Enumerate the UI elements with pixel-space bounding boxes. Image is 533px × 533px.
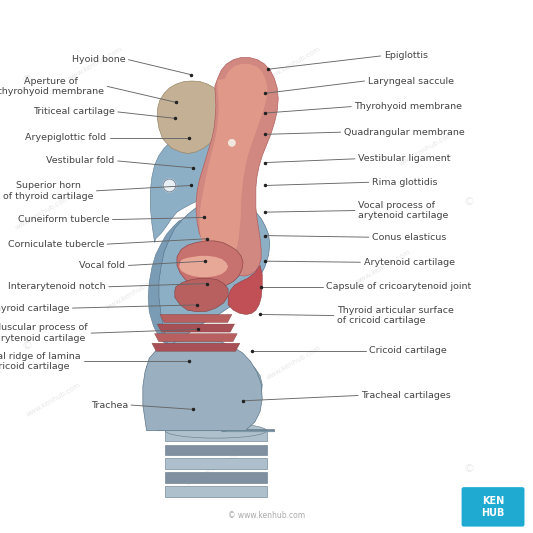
Polygon shape [165,472,266,483]
Polygon shape [155,334,237,342]
Text: ©: © [21,342,32,351]
Polygon shape [143,337,274,431]
Text: Corniculate tubercle: Corniculate tubercle [7,240,104,248]
Polygon shape [145,345,274,432]
Polygon shape [175,278,228,312]
Polygon shape [165,486,266,497]
Text: ©: © [21,75,32,85]
Text: Interarytenoid notch: Interarytenoid notch [8,282,106,291]
Text: Cuneiform tubercle: Cuneiform tubercle [18,215,109,224]
Text: www.kenhub.com: www.kenhub.com [265,46,321,82]
Text: Conus elasticus: Conus elasticus [372,233,447,241]
Polygon shape [159,198,270,346]
Text: www.kenhub.com: www.kenhub.com [68,46,124,82]
Polygon shape [196,58,278,276]
Circle shape [229,140,235,146]
Text: Tracheal cartilages: Tracheal cartilages [361,391,451,400]
Polygon shape [177,241,243,289]
Polygon shape [150,134,225,243]
Text: www.kenhub.com: www.kenhub.com [185,451,241,487]
Text: Thyrohyoid membrane: Thyrohyoid membrane [354,102,463,111]
Polygon shape [199,64,268,261]
Text: www.kenhub.com: www.kenhub.com [105,275,161,311]
Text: Aryepiglottic fold: Aryepiglottic fold [26,133,107,142]
Text: Epiglottis: Epiglottis [384,52,428,60]
Polygon shape [157,324,235,332]
Text: Vestibular fold: Vestibular fold [46,157,115,165]
Polygon shape [165,458,266,469]
Text: Vocal fold: Vocal fold [79,261,125,270]
Polygon shape [148,220,182,346]
Polygon shape [165,445,266,455]
Text: Arytenoid cartilage: Arytenoid cartilage [364,258,455,266]
Polygon shape [211,93,251,145]
Polygon shape [152,343,240,351]
Text: ©: © [464,198,474,207]
Text: www.kenhub.com: www.kenhub.com [14,195,71,231]
Text: Thyroid articular surface
of cricoid cartilage: Thyroid articular surface of cricoid car… [337,306,454,325]
Text: www.kenhub.com: www.kenhub.com [398,131,455,167]
Text: Triticeal cartilage: Triticeal cartilage [33,108,115,116]
Polygon shape [165,431,266,441]
Polygon shape [160,314,232,322]
Text: www.kenhub.com: www.kenhub.com [356,248,412,285]
Text: ©: © [464,464,474,474]
Text: Superior horn
of thyroid cartilage: Superior horn of thyroid cartilage [3,181,93,200]
Text: Vertical ridge of lamina
of cricoid cartilage: Vertical ridge of lamina of cricoid cart… [0,352,81,371]
Text: Inferior horn of thyroid cartilage: Inferior horn of thyroid cartilage [0,304,69,312]
Text: Trachea: Trachea [91,401,128,409]
Polygon shape [179,256,228,277]
Circle shape [163,179,176,192]
Text: www.kenhub.com: www.kenhub.com [25,382,82,418]
Text: Capsule of cricoarytenoid joint: Capsule of cricoarytenoid joint [326,282,472,291]
Text: Laryngeal saccule: Laryngeal saccule [368,77,454,85]
Text: KEN
HUB: KEN HUB [481,496,505,518]
Text: Hyoid bone: Hyoid bone [71,55,125,64]
Ellipse shape [165,423,266,438]
Text: Rima glottidis: Rima glottidis [372,178,438,187]
Text: Muscular process of
arytenoid cartilage: Muscular process of arytenoid cartilage [0,324,88,343]
Text: © www.kenhub.com: © www.kenhub.com [228,512,305,520]
FancyBboxPatch shape [462,487,524,527]
Polygon shape [228,265,262,314]
Text: Vestibular ligament: Vestibular ligament [358,155,451,163]
Text: Aperture of
thyrohyoid membrane: Aperture of thyrohyoid membrane [0,77,104,96]
Text: www.kenhub.com: www.kenhub.com [265,344,321,381]
Polygon shape [157,81,224,154]
Text: Cricoid cartilage: Cricoid cartilage [369,346,447,355]
Text: Vocal process of
arytenoid cartilage: Vocal process of arytenoid cartilage [358,201,449,220]
Text: Quadrangular membrane: Quadrangular membrane [344,128,465,136]
